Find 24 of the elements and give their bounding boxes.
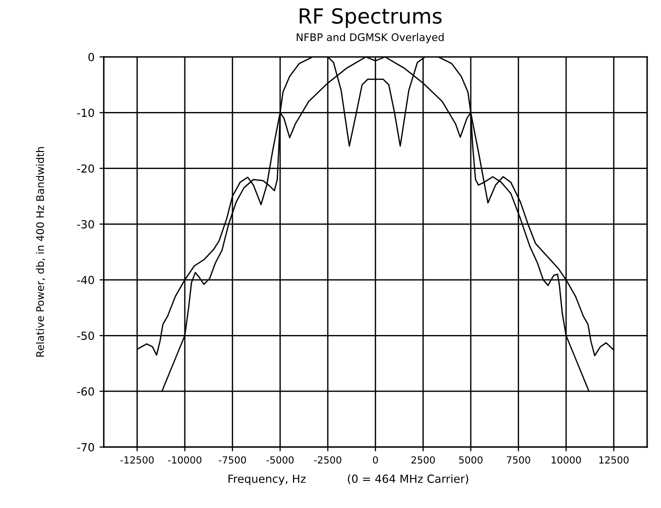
- x-tick-label: 12500: [599, 456, 629, 464]
- y-tick-label: -50: [77, 332, 94, 340]
- x-tick-label: -10000: [168, 456, 202, 464]
- chart-subtitle: NFBP and DGMSK Overlayed: [296, 33, 444, 44]
- x-tick-label: -12500: [120, 456, 154, 464]
- y-tick-label: 0: [88, 52, 94, 62]
- x-tick-label: 7500: [506, 456, 530, 464]
- y-tick-label: -70: [77, 443, 94, 452]
- y-tick-label: -60: [77, 387, 94, 396]
- x-tick-label: 5000: [459, 456, 482, 464]
- y-tick-label: -30: [77, 220, 94, 228]
- x-tick-label: 0: [372, 456, 378, 464]
- x-tick-label: 10000: [552, 456, 581, 464]
- y-tick-label: -40: [77, 276, 94, 284]
- y-axis-title: Relative Power, db, in 400 Hz Bandwidth: [36, 147, 46, 357]
- x-tick-label: -5000: [266, 456, 294, 464]
- x-tick-label: 2500: [411, 456, 435, 464]
- text: (0 = 464 MHz Carrier): [348, 474, 468, 484]
- chart-title: RF Spectrums: [300, 8, 442, 28]
- x-tick-label: -7500: [218, 456, 246, 464]
- y-tick-label: -20: [77, 164, 94, 173]
- x-tick-label: -2500: [314, 456, 342, 464]
- y-tick-label: -10: [77, 108, 94, 118]
- x-axis-title: Frequency, Hz: [228, 474, 306, 486]
